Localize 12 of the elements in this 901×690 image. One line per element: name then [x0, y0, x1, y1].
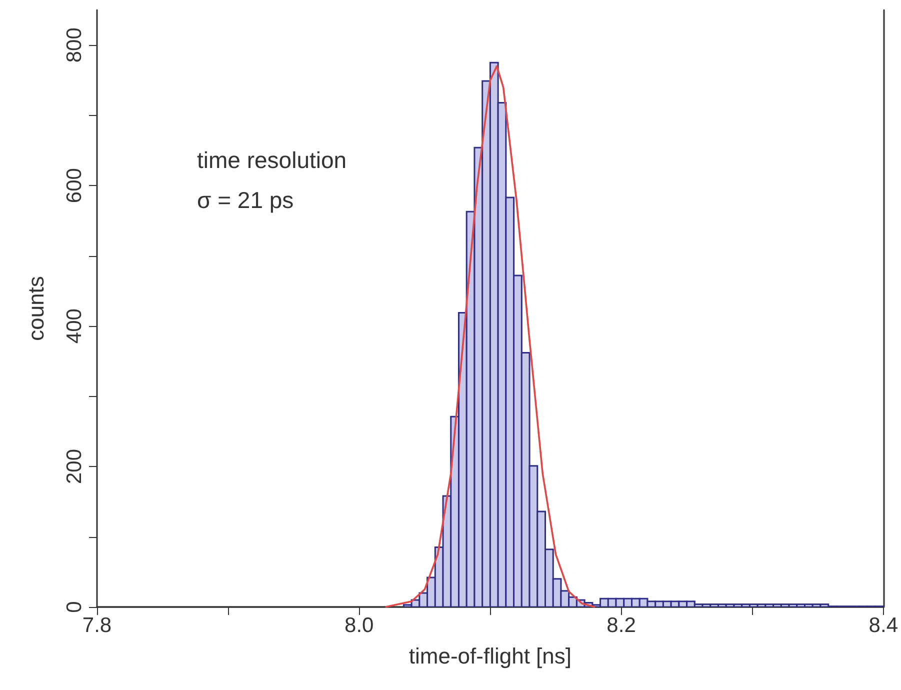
annotation: time resolution σ = 21 ps — [197, 147, 347, 213]
y-tick-label: 200 — [63, 449, 86, 484]
y-tick-label: 0 — [63, 601, 86, 613]
y-axis-title: counts — [24, 276, 48, 341]
y-tick-label: 400 — [63, 308, 86, 344]
x-tick-label: 8.0 — [344, 614, 374, 637]
y-tick-label: 600 — [63, 168, 86, 204]
x-tick-label: 7.8 — [82, 614, 112, 637]
x-tick-label: 8.4 — [868, 614, 898, 637]
x-tick-label: 8.2 — [606, 614, 636, 637]
x-axis-title: time-of-flight [ns] — [408, 644, 572, 668]
y-tick-label: 800 — [63, 28, 86, 63]
